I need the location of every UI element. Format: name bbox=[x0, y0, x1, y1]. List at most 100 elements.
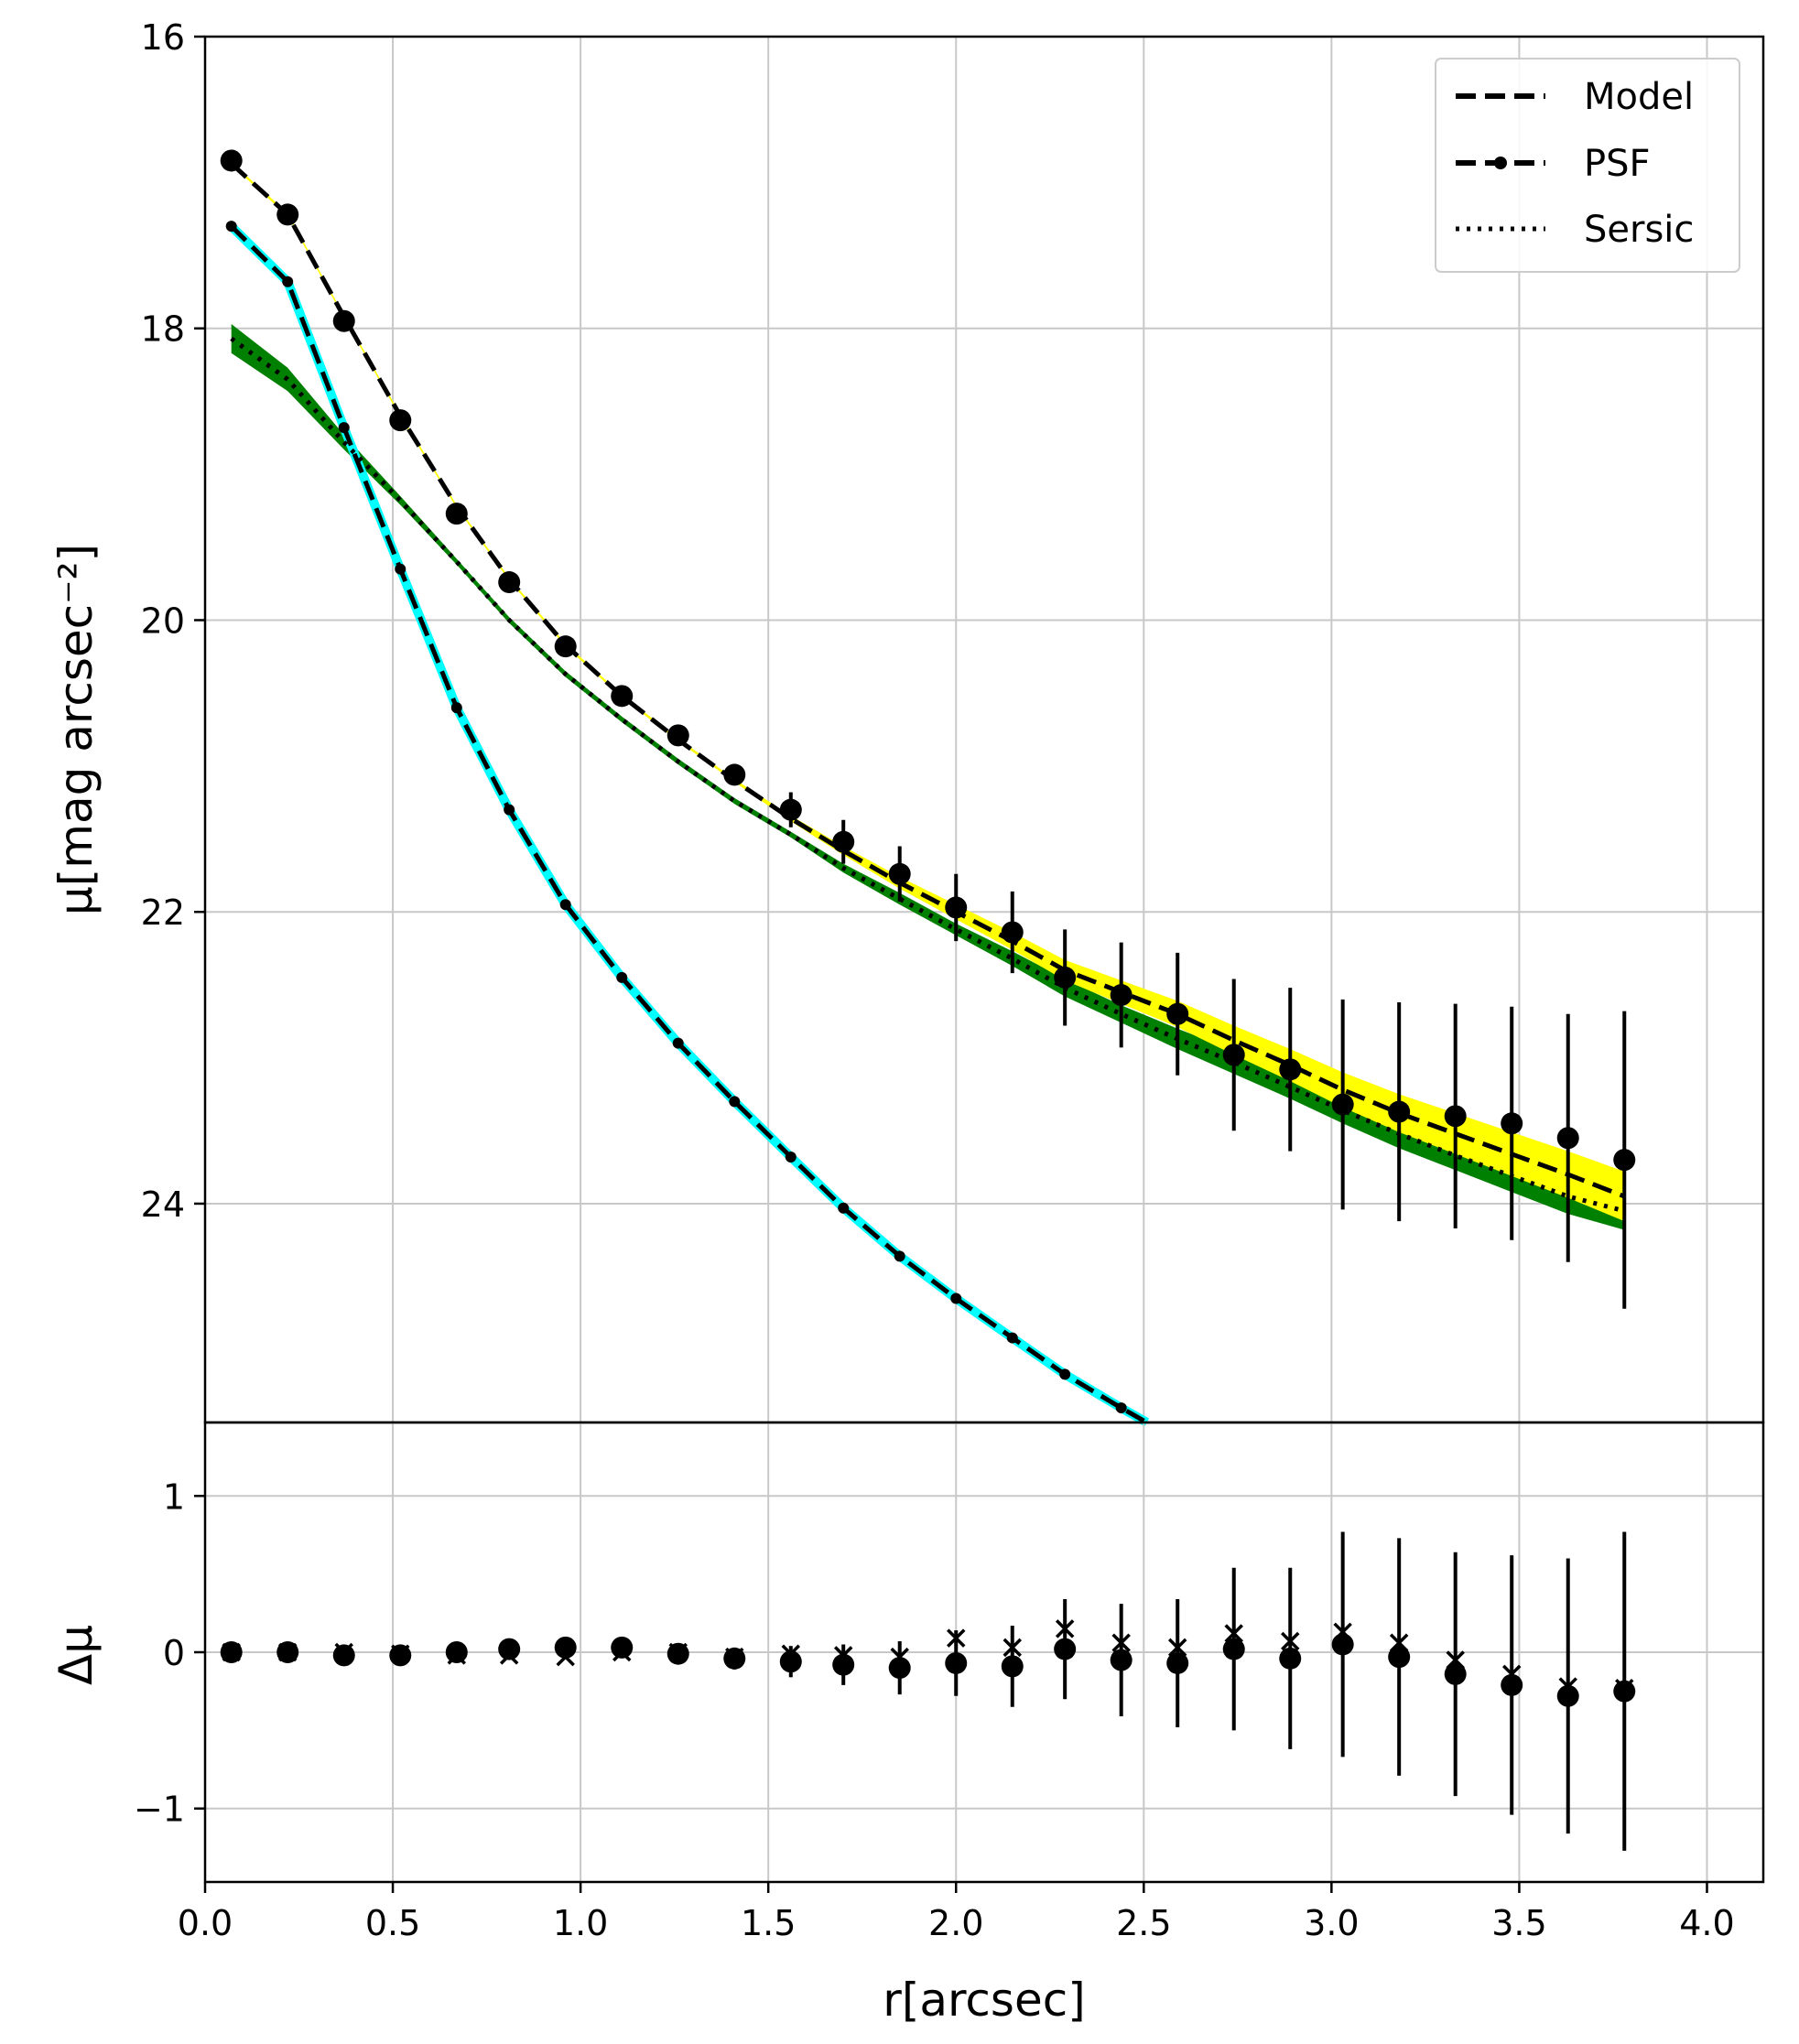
residual-cross-marker bbox=[1002, 1638, 1022, 1658]
residual-point bbox=[445, 1641, 468, 1663]
residual-point bbox=[1331, 1633, 1354, 1656]
legend-psf-label: PSF bbox=[1584, 143, 1651, 185]
residual-point bbox=[1166, 1651, 1189, 1674]
psf-point bbox=[785, 1151, 797, 1163]
observed-point bbox=[1444, 1105, 1467, 1128]
legend-sersic-label: Sersic bbox=[1584, 209, 1694, 251]
residual-point bbox=[1388, 1646, 1411, 1669]
residual-cross-marker bbox=[1281, 1631, 1300, 1651]
observed-point bbox=[498, 571, 521, 594]
residual-point bbox=[1001, 1655, 1024, 1678]
x-tick-label: 2.0 bbox=[928, 1903, 983, 1943]
psf-point bbox=[395, 563, 406, 575]
top-panel: 16 18 20 22 24 μ[mag arcsec⁻²] Model PSF Ser… bbox=[49, 17, 1765, 1427]
residual-point bbox=[1613, 1680, 1636, 1703]
residual-point bbox=[276, 1641, 299, 1663]
observed-point bbox=[389, 409, 412, 432]
psf-point bbox=[1059, 1368, 1071, 1380]
bottom-points bbox=[220, 1531, 1636, 1851]
sersic-line bbox=[230, 336, 1625, 1214]
residual-point bbox=[554, 1636, 577, 1659]
x-tick-label: 2.5 bbox=[1116, 1903, 1171, 1943]
psf-point bbox=[838, 1202, 850, 1214]
observed-point bbox=[1166, 1002, 1189, 1025]
observed-point bbox=[666, 724, 689, 747]
observed-point bbox=[1279, 1058, 1302, 1081]
residual-point bbox=[332, 1644, 355, 1667]
x-ticks: 0.0 0.5 1.0 1.5 2.0 2.5 3.0 3.5 4.0 bbox=[178, 1882, 1735, 1943]
legend-box bbox=[1435, 58, 1740, 273]
x-axis-label: r[arcsec] bbox=[883, 1974, 1085, 2027]
bottom-y-tick-label: −1 bbox=[134, 1790, 185, 1830]
top-yticks: 16 18 20 22 24 bbox=[141, 17, 205, 1225]
psf-point bbox=[282, 276, 294, 287]
x-tick-label: 3.5 bbox=[1491, 1903, 1546, 1943]
residual-point bbox=[832, 1653, 855, 1676]
psf-point bbox=[616, 971, 628, 983]
x-tick-label: 3.0 bbox=[1304, 1903, 1359, 1943]
x-tick-label: 0.5 bbox=[365, 1903, 420, 1943]
residual-point bbox=[389, 1644, 412, 1667]
observed-point bbox=[445, 503, 468, 525]
x-tick-label: 4.0 bbox=[1679, 1903, 1734, 1943]
residual-cross-marker bbox=[1167, 1638, 1187, 1658]
bottom-y-tick-label: 0 bbox=[163, 1633, 185, 1673]
residual-point bbox=[1556, 1684, 1579, 1707]
observed-point bbox=[276, 203, 299, 226]
observed-point bbox=[1222, 1044, 1245, 1066]
top-points bbox=[220, 149, 1636, 1309]
observed-point bbox=[888, 862, 911, 885]
psf-line bbox=[229, 224, 1148, 1425]
psf-point bbox=[559, 899, 571, 911]
residual-point bbox=[1279, 1647, 1302, 1670]
residual-point bbox=[888, 1657, 911, 1680]
residual-point bbox=[666, 1642, 689, 1665]
observed-point bbox=[1054, 966, 1077, 989]
bottom-panel: 1 0 −1 Δμ bbox=[49, 1421, 1765, 1884]
psf-point bbox=[450, 702, 462, 714]
psf-point bbox=[1006, 1332, 1018, 1344]
observed-point bbox=[723, 763, 746, 786]
psf-point bbox=[504, 804, 515, 816]
residual-point bbox=[220, 1641, 243, 1663]
psf-point bbox=[894, 1250, 905, 1262]
psf-point bbox=[338, 422, 350, 434]
observed-point bbox=[832, 830, 855, 853]
top-y-axis-label: μ[mag arcsec⁻²] bbox=[49, 544, 103, 915]
bottom-yticks: 1 0 −1 bbox=[134, 1476, 205, 1830]
observed-point bbox=[220, 149, 243, 172]
observed-point bbox=[779, 798, 802, 821]
observed-point bbox=[1613, 1149, 1636, 1172]
psf-point bbox=[672, 1037, 684, 1049]
bottom-y-tick-label: 1 bbox=[163, 1476, 185, 1517]
residual-point bbox=[1444, 1662, 1467, 1685]
psf-point bbox=[225, 221, 237, 233]
residual-cross-marker bbox=[947, 1628, 966, 1648]
top-y-tick-label: 18 bbox=[141, 309, 185, 350]
legend-model-label: Model bbox=[1584, 76, 1694, 118]
observed-point bbox=[1556, 1127, 1579, 1150]
residual-cross-marker bbox=[1111, 1633, 1131, 1652]
residual-point bbox=[1110, 1649, 1133, 1671]
bottom-y-axis-label: Δμ bbox=[49, 1625, 103, 1685]
x-tick-label: 0.0 bbox=[178, 1903, 233, 1943]
residual-cross-marker bbox=[1055, 1619, 1075, 1638]
residual-point bbox=[1501, 1673, 1523, 1696]
top-grid bbox=[204, 36, 1763, 1422]
residual-point bbox=[498, 1638, 521, 1660]
residual-point bbox=[1054, 1638, 1077, 1660]
legend-psf-dot bbox=[1494, 157, 1507, 169]
observed-point bbox=[945, 896, 968, 919]
observed-point bbox=[611, 685, 634, 708]
residual-point bbox=[779, 1650, 802, 1673]
psf-point bbox=[729, 1096, 741, 1108]
residual-point bbox=[611, 1636, 634, 1659]
legend: Model PSF Sersic bbox=[1435, 58, 1740, 273]
observed-point bbox=[1331, 1093, 1354, 1116]
x-tick-label: 1.5 bbox=[741, 1903, 796, 1943]
residual-point bbox=[1222, 1638, 1245, 1660]
residual-point bbox=[945, 1651, 968, 1674]
top-y-tick-label: 24 bbox=[141, 1184, 185, 1225]
